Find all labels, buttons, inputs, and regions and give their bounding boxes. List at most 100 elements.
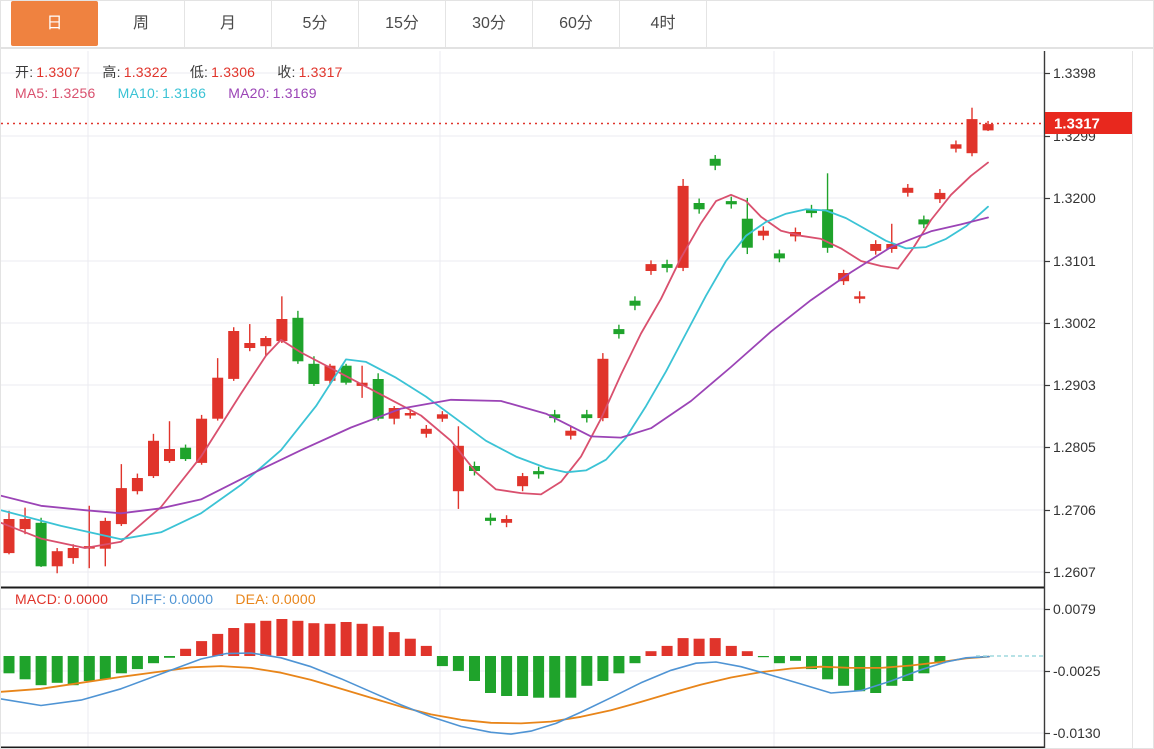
macd-bar-negative xyxy=(51,656,63,683)
macd-bar-negative xyxy=(436,656,448,667)
candle-body xyxy=(645,264,657,271)
macd-bar-positive xyxy=(725,645,737,656)
macd-bar-positive xyxy=(645,651,657,656)
tab-timeframe-3[interactable]: 5分 xyxy=(272,1,359,47)
candle-body xyxy=(501,519,513,523)
macd-bar-positive xyxy=(212,633,224,656)
timeframe-tabbar: 日周月 5分 15分 30分 60分 4时 xyxy=(1,1,1153,48)
macd-bar-positive xyxy=(693,638,705,656)
ma5-line xyxy=(1,161,989,549)
macd-bar-positive xyxy=(677,638,689,656)
macd-bar-positive xyxy=(356,623,368,656)
macd-bar-negative xyxy=(533,656,545,698)
price-axis-label: 1.2706 xyxy=(1053,502,1096,518)
tab-timeframe-4[interactable]: 15分 xyxy=(359,1,446,47)
macd-axis-label: -0.0025 xyxy=(1053,663,1101,679)
candle-body xyxy=(677,185,689,268)
candle-body xyxy=(436,414,448,419)
candle-body xyxy=(613,329,625,335)
candle-body xyxy=(148,440,159,477)
candle-body xyxy=(581,414,593,419)
candle-body xyxy=(164,449,175,461)
macd-bar-negative xyxy=(469,656,480,681)
candle-body xyxy=(966,119,978,154)
tab-timeframe-6[interactable]: 60分 xyxy=(533,1,620,47)
macd-bar-negative xyxy=(806,656,817,670)
macd-bar-negative xyxy=(549,656,561,698)
tab-timeframe-7[interactable]: 4时 xyxy=(620,1,707,47)
macd-bar-negative xyxy=(597,656,609,681)
macd-bar-positive xyxy=(709,638,721,656)
macd-bar-negative xyxy=(613,656,625,674)
macd-bar-negative xyxy=(164,656,175,658)
macd-bar-negative xyxy=(19,656,31,680)
last-price-badge xyxy=(1045,112,1132,134)
candle-body xyxy=(725,201,737,205)
candle-body xyxy=(19,519,31,530)
macd-bar-negative xyxy=(67,656,79,686)
macd-axis-label: -0.0130 xyxy=(1053,725,1101,741)
dea-line xyxy=(1,655,990,725)
candle-body xyxy=(918,219,930,225)
tab-timeframe-1[interactable]: 周 xyxy=(98,1,185,47)
price-axis-label: 1.3002 xyxy=(1053,315,1096,331)
macd-bar-positive xyxy=(292,620,304,656)
macd-bar-negative xyxy=(629,656,641,664)
macd-bar-positive xyxy=(324,623,336,656)
candle-body xyxy=(420,428,432,434)
candle-body xyxy=(950,144,962,149)
macd-bar-negative xyxy=(501,656,513,696)
candle-body xyxy=(372,379,384,419)
candle-body xyxy=(629,300,641,306)
macd-bar-positive xyxy=(420,645,432,656)
candle-body xyxy=(3,519,15,554)
price-axis-label: 1.2607 xyxy=(1053,564,1096,580)
macd-bar-positive xyxy=(372,626,384,656)
macd-bar-negative xyxy=(757,656,769,658)
macd-bar-negative xyxy=(581,656,593,686)
candle-body xyxy=(180,447,192,460)
candle-body xyxy=(693,203,705,210)
macd-bar-negative xyxy=(35,656,47,686)
macd-bar-positive xyxy=(244,623,256,656)
candle-body xyxy=(452,445,464,492)
macd-bar-negative xyxy=(99,656,111,680)
macd-bar-negative xyxy=(790,656,801,661)
macd-bar-negative xyxy=(934,656,946,664)
macd-bar-negative xyxy=(565,656,577,698)
dif-line xyxy=(1,652,990,735)
candle-body xyxy=(934,192,946,200)
candle-body xyxy=(228,331,240,379)
candle-body xyxy=(597,358,609,419)
candle-body xyxy=(244,343,256,348)
candle-body xyxy=(854,296,866,299)
candle-body xyxy=(131,478,143,492)
candle-body xyxy=(982,124,994,131)
macd-bar-negative xyxy=(3,656,15,674)
macd-bar-negative xyxy=(886,656,898,686)
candle-body xyxy=(212,377,224,419)
macd-bar-positive xyxy=(180,648,192,656)
macd-bar-negative xyxy=(131,656,143,670)
candle-body xyxy=(757,230,769,236)
candle-body xyxy=(741,218,753,248)
last-price-badge-text: 1.3317 xyxy=(1054,116,1100,133)
tab-timeframe-2[interactable]: 月 xyxy=(185,1,272,47)
candle-body xyxy=(806,209,817,214)
macd-bar-positive xyxy=(661,645,673,656)
tab-timeframe-0[interactable]: 日 xyxy=(11,1,98,46)
ma20-line xyxy=(1,216,989,515)
macd-axis-label: 0.0079 xyxy=(1053,601,1096,617)
candle-body xyxy=(324,365,336,381)
macd-bar-positive xyxy=(228,628,240,656)
macd-bar-positive xyxy=(404,638,416,656)
candle-body xyxy=(196,418,208,463)
macd-bar-negative xyxy=(773,656,785,664)
macd-bar-positive xyxy=(340,622,352,656)
macd-bar-negative xyxy=(485,656,496,693)
macd-bar-negative xyxy=(517,656,529,696)
tab-timeframe-5[interactable]: 30分 xyxy=(446,1,533,47)
candle-body xyxy=(773,253,785,259)
